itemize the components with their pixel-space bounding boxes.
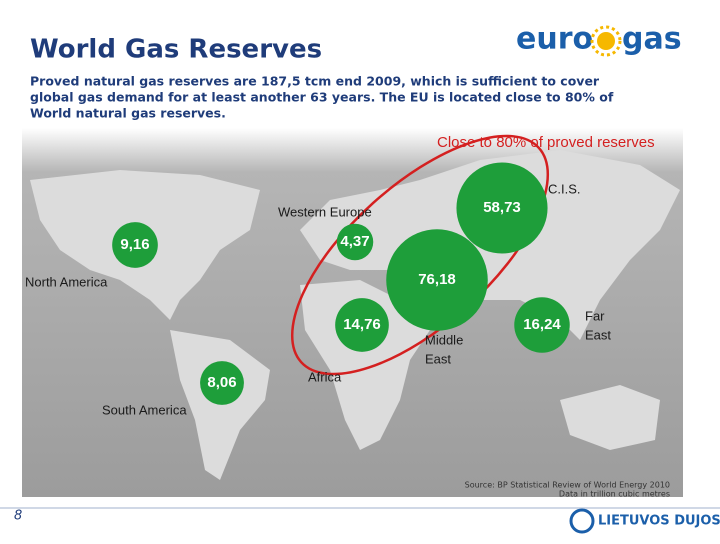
- logo-left: euro: [516, 22, 593, 57]
- body-line: global gas demand for at least another 6…: [30, 90, 614, 105]
- logo-right: gas: [622, 22, 682, 57]
- body-text: Proved natural gas reserves are 187,5 tc…: [30, 74, 614, 121]
- reserve-bubble: [112, 222, 158, 268]
- source-note: Data in trillion cubic metres: [559, 490, 670, 499]
- region-name: North America: [25, 274, 108, 289]
- region-name: East: [425, 351, 451, 366]
- reserve-bubble: [336, 223, 374, 261]
- reserve-bubble: [335, 298, 389, 352]
- reserve-value: 4,37: [340, 233, 369, 250]
- region-name: Middle: [425, 332, 463, 347]
- region-name: C.I.S.: [548, 181, 581, 196]
- region-name: Far: [585, 308, 605, 323]
- reserve-value: 8,06: [207, 374, 236, 391]
- body-line: World natural gas reserves.: [30, 106, 226, 121]
- region-name: East: [585, 327, 611, 342]
- page-number: 8: [14, 509, 22, 524]
- company-icon: [569, 508, 595, 534]
- region-name: Africa: [308, 369, 342, 384]
- region-name: Western Europe: [278, 204, 372, 219]
- reserve-value: 14,76: [343, 316, 381, 333]
- regions: 58,73 C.I.S. 4,37 Western Europe 9,16 North A…: [25, 162, 611, 417]
- logo-sun: [597, 32, 615, 50]
- body-line: Proved natural gas reserves are 187,5 tc…: [30, 74, 600, 89]
- reserve-bubble: [456, 162, 548, 254]
- reserve-value: 76,18: [418, 271, 456, 288]
- reserve-bubble: [386, 229, 488, 331]
- reserve-value: 16,24: [523, 316, 561, 333]
- company-name: LIETUVOS DUJOS: [598, 514, 720, 529]
- title: World Gas Reserves: [30, 35, 322, 65]
- region-name: South America: [102, 402, 187, 417]
- reserve-value: 9,16: [120, 236, 149, 253]
- reserve-value: 58,73: [483, 199, 521, 216]
- logo: euro gas: [516, 22, 682, 57]
- reserve-bubble: [514, 297, 570, 353]
- annotation: Close to 80% of proved reserves: [437, 134, 655, 151]
- reserve-bubble: [200, 361, 244, 405]
- source: Source: BP Statistical Review of World E…: [465, 481, 670, 490]
- logo-rays: [590, 25, 622, 57]
